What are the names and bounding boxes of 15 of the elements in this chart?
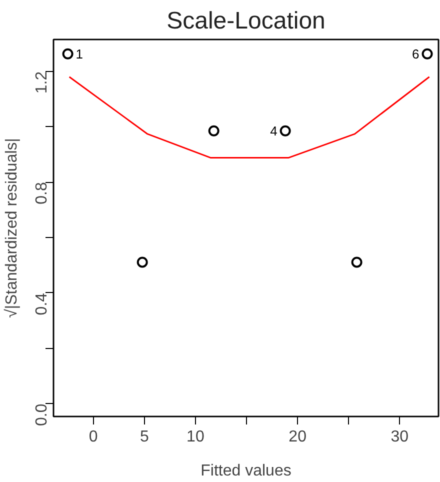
annotation: 4: [270, 123, 278, 138]
x-tick-label: 20: [288, 428, 307, 446]
chart-title: Scale-Location: [166, 8, 326, 34]
y-tick-label: 0.0: [34, 404, 50, 426]
x-tick-label: 5: [140, 428, 149, 446]
annotation: 6: [412, 46, 420, 62]
y-tick-label: 1.2: [34, 71, 50, 94]
x-tick-label: 10: [186, 428, 204, 446]
x-tick-label: 0: [88, 428, 98, 446]
y-tick-label: 0.4: [34, 292, 50, 316]
annotation: 1: [76, 46, 84, 62]
x-tick-label: 30: [390, 428, 409, 446]
x-axis-title: Fitted values: [200, 462, 292, 480]
y-tick-label: 0.8: [34, 182, 50, 204]
y-axis-title: √|Standardized residuals|: [4, 138, 20, 318]
